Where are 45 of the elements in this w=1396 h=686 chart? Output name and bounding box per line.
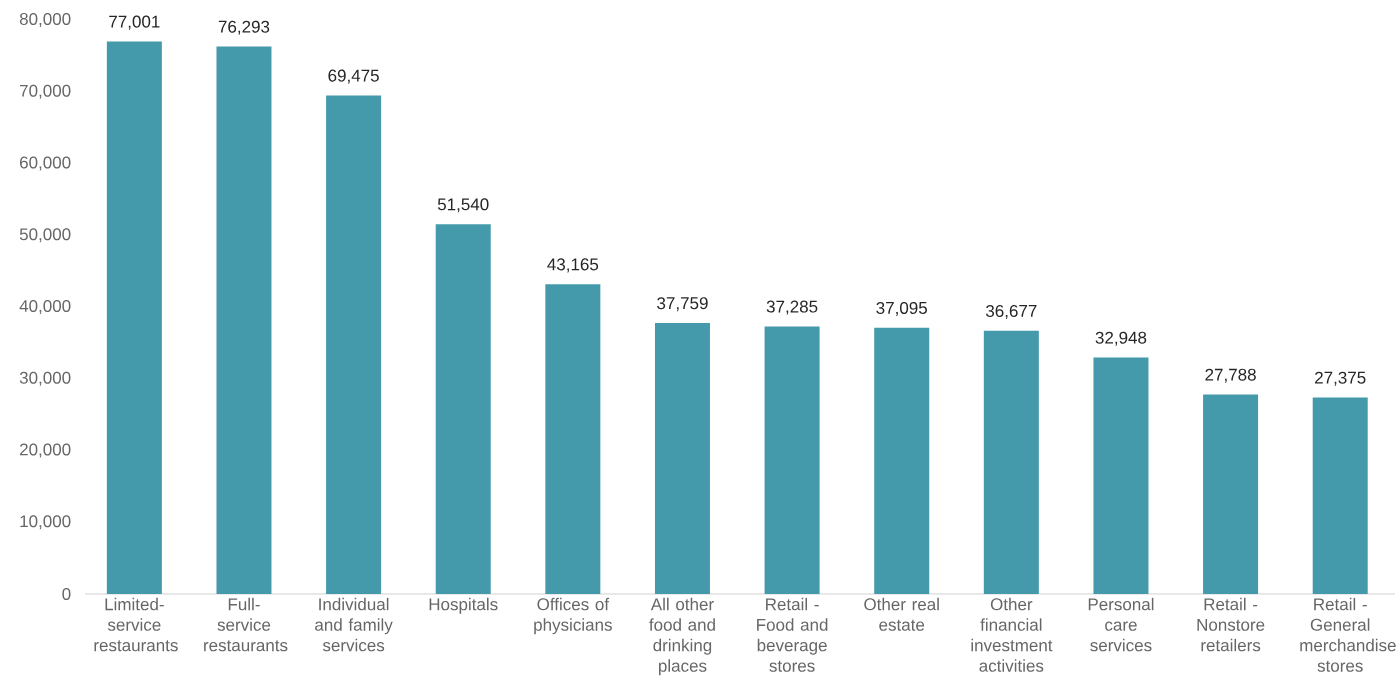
data-label: 36,677 bbox=[985, 304, 1037, 319]
data-label: 27,375 bbox=[1315, 371, 1366, 386]
data-label: 77,001 bbox=[109, 15, 160, 30]
bar bbox=[1312, 397, 1368, 594]
x-tick-label: Retail - General merchandise stores bbox=[1300, 597, 1396, 672]
y-tick-label: 10,000 bbox=[20, 515, 71, 530]
bar bbox=[1093, 357, 1149, 594]
x-tick-label: Personal care services bbox=[1088, 597, 1154, 652]
y-tick-label: 0 bbox=[62, 587, 71, 601]
y-tick-label: 80,000 bbox=[19, 12, 71, 28]
bar bbox=[326, 95, 382, 594]
bar bbox=[983, 330, 1039, 594]
x-tick-label: Individual and family services bbox=[315, 597, 393, 652]
y-tick-label: 60,000 bbox=[20, 156, 71, 171]
y-tick-label: 40,000 bbox=[19, 299, 71, 315]
x-tick-label: Retail - Nonstore retailers bbox=[1197, 597, 1265, 652]
x-tick-label: All other food and drinking places bbox=[649, 597, 715, 676]
bar bbox=[106, 41, 162, 594]
data-label: 76,293 bbox=[218, 20, 270, 35]
data-label: 43,165 bbox=[547, 258, 599, 273]
y-tick-label: 70,000 bbox=[20, 84, 71, 99]
bar bbox=[874, 327, 930, 594]
data-label: 37,759 bbox=[657, 297, 708, 312]
bar bbox=[764, 326, 820, 594]
x-tick-label: Retail - Food and beverage stores bbox=[757, 597, 828, 672]
data-label: 37,285 bbox=[766, 300, 818, 315]
bar bbox=[216, 46, 272, 594]
x-tick-label: Other financial investment activities bbox=[971, 597, 1053, 672]
x-tick-label: Hospitals bbox=[429, 597, 498, 614]
bar bbox=[1203, 394, 1259, 594]
y-tick-label: 30,000 bbox=[19, 371, 71, 386]
x-tick-label: Limited-service restaurants bbox=[94, 597, 178, 652]
x-tick-label: Offices of physicians bbox=[534, 597, 612, 635]
data-label: 27,788 bbox=[1205, 368, 1256, 383]
data-label: 32,948 bbox=[1095, 331, 1147, 346]
y-tick-label: 50,000 bbox=[19, 228, 71, 243]
bar bbox=[435, 224, 491, 594]
data-label: 51,540 bbox=[437, 198, 489, 213]
bar bbox=[545, 284, 601, 594]
data-label: 37,095 bbox=[876, 301, 927, 316]
data-label: 69,475 bbox=[328, 69, 379, 84]
bar bbox=[654, 323, 710, 594]
x-tick-label: Other real estate bbox=[864, 597, 939, 631]
y-tick-label: 20,000 bbox=[20, 443, 71, 458]
x-tick-label: Full-service restaurants bbox=[204, 597, 288, 652]
